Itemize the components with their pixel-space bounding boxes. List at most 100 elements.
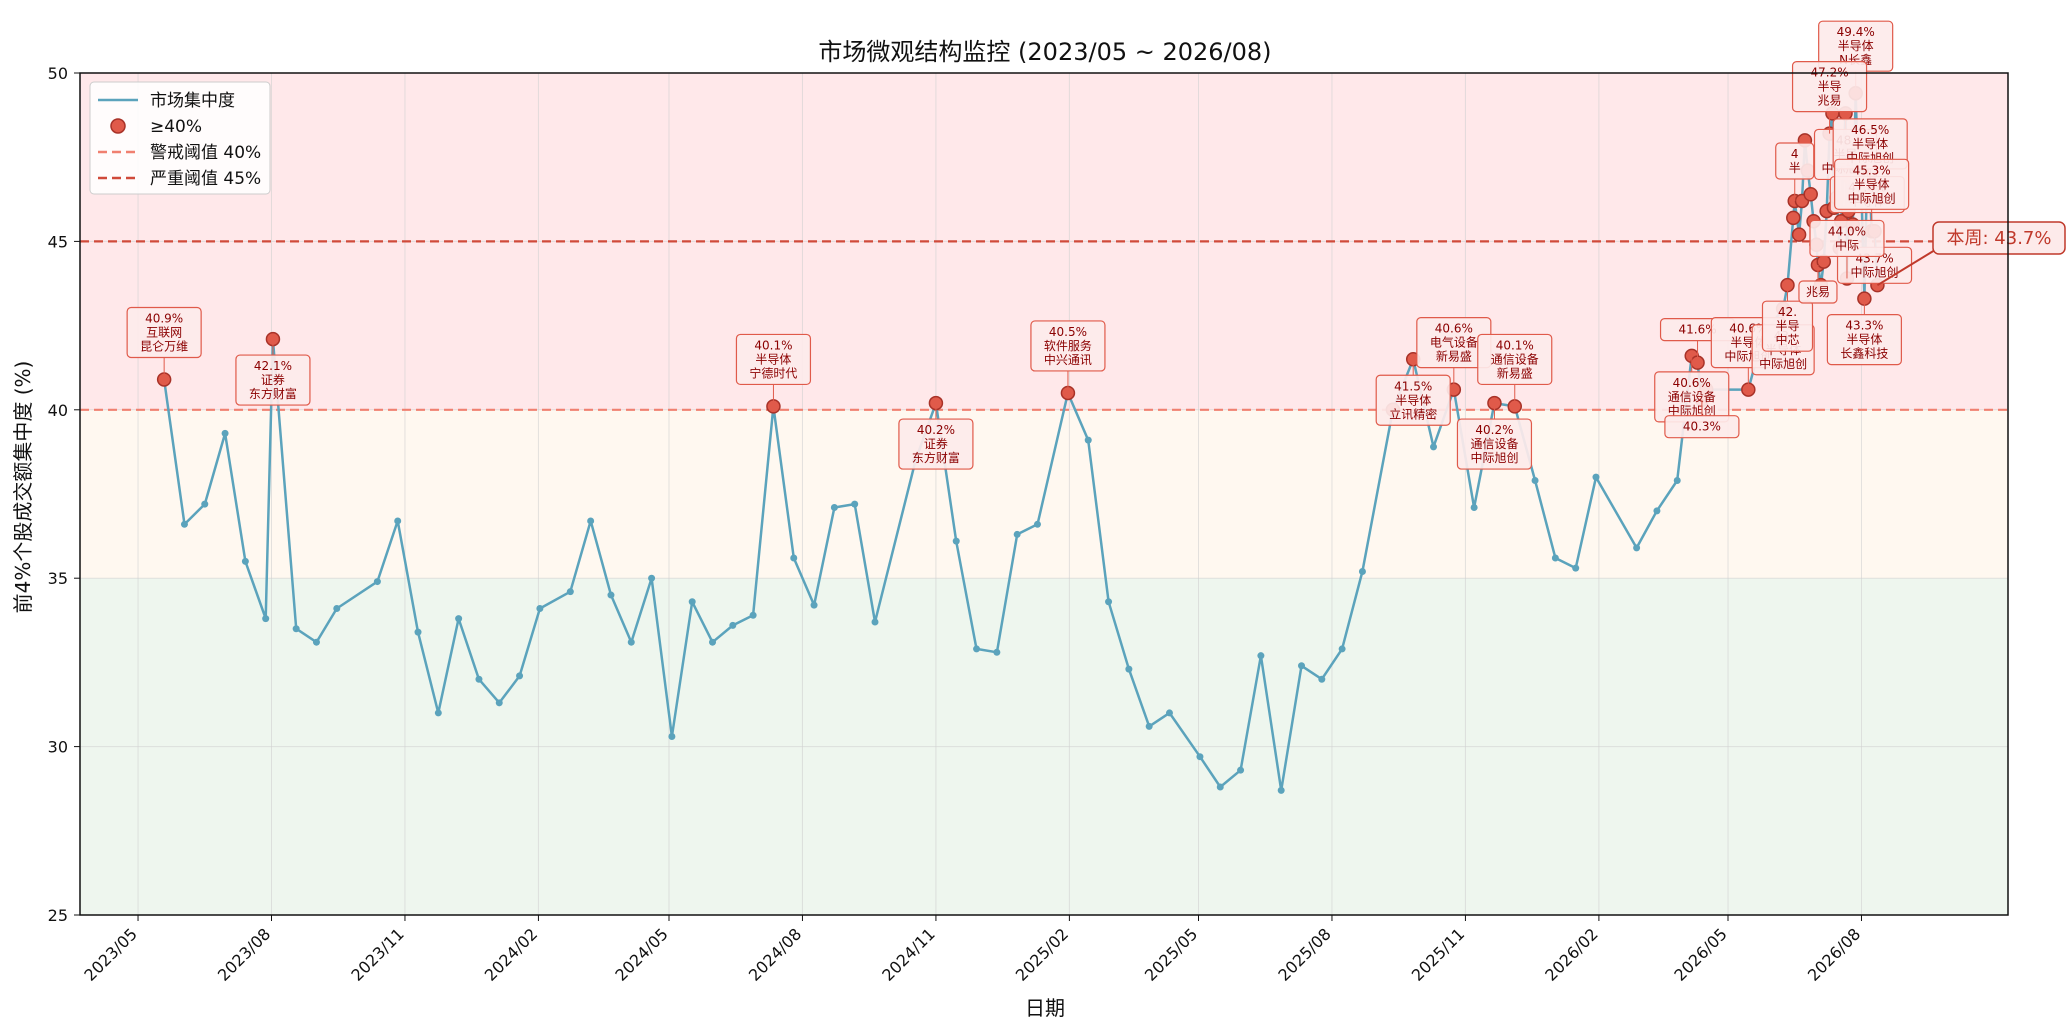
y-tick-label: 40 [48, 401, 68, 420]
annotation-box [1761, 300, 1814, 352]
alert-point [1816, 254, 1832, 269]
data-point [475, 675, 483, 683]
current-callout: 本周: 43.7% [1876, 221, 2066, 287]
data-point [566, 588, 574, 596]
x-tick-label: 2026/05 [1670, 924, 1730, 984]
data-point [1165, 709, 1173, 717]
annotation-box [1664, 415, 1740, 439]
annotation-layer: 40.9%互联网昆仑万维42.1%证券东方财富40.1%半导体宁德时代40.2%… [126, 20, 2066, 470]
annotation-text: 东方财富 [249, 386, 297, 401]
x-tick-label: 2025/08 [1274, 924, 1334, 984]
data-point [709, 638, 717, 646]
data-point [455, 615, 463, 623]
data-point [1633, 544, 1641, 552]
data-point [312, 638, 320, 646]
data-point [668, 732, 676, 740]
chart-title: 市场微观结构监控 (2023/05 ~ 2026/08) [818, 38, 1271, 66]
annotation-text: 新易盛 [1497, 365, 1533, 380]
data-point [1277, 786, 1285, 794]
data-point [993, 648, 1001, 656]
annotation-text: 半导体 [1846, 333, 1882, 347]
data-point [952, 537, 960, 545]
annotation-text: 宁德时代 [749, 365, 797, 380]
annotation-text: 半导体 [755, 352, 791, 366]
annotation-text: 中际旭创 [1848, 190, 1896, 205]
annotation-text: 49.4% [1837, 25, 1875, 39]
annotation-text: 40.1% [754, 338, 792, 352]
x-tick-label: 2025/05 [1141, 924, 1201, 984]
data-point [1470, 503, 1478, 511]
legend-swatch [110, 118, 126, 134]
x-tick-label: 2026/02 [1541, 924, 1601, 984]
data-point [1237, 766, 1245, 774]
data-point [648, 574, 656, 582]
annotation-text: 东方财富 [912, 450, 960, 465]
y-tick-label: 35 [48, 569, 68, 588]
data-point [1257, 652, 1265, 660]
y-tick-label: 25 [48, 906, 68, 925]
annotation-box [735, 333, 812, 386]
x-tick-label: 2024/02 [481, 924, 541, 984]
data-point [292, 625, 300, 633]
data-point [333, 605, 341, 613]
annotation-text: 兆易 [1806, 285, 1830, 299]
annotation-text: 40.9% [145, 311, 183, 325]
annotation-text: 昆仑万维 [140, 339, 188, 353]
legend: 市场集中度 ≥40% 警戒阈值 40% 严重阈值 45% [89, 81, 271, 195]
data-point [749, 611, 757, 619]
annotation-text: 40.1% [1496, 338, 1534, 352]
y-tick-label: 45 [48, 232, 68, 251]
annotation-text: 电气设备 [1430, 335, 1478, 350]
legend-label: ≥40% [150, 117, 202, 137]
data-point [790, 554, 798, 562]
data-point [1084, 436, 1092, 444]
x-axis-label: 日期 [1025, 996, 1065, 1020]
data-point [201, 500, 209, 508]
annotation-text: 41.6% [1678, 323, 1716, 337]
annotation-text: 半导 [1818, 80, 1842, 94]
x-tick-label: 2023/05 [80, 924, 140, 984]
annotation-text: 中际旭创 [1470, 450, 1518, 465]
annotation-text: 半导体 [1852, 137, 1888, 151]
annotation-text: 中兴通讯 [1044, 352, 1092, 367]
alert-point [1803, 186, 1818, 202]
annotation: 40.3% [1664, 399, 1740, 439]
x-tick-label: 2024/11 [878, 924, 938, 984]
annotation-box [1809, 219, 1885, 258]
annotation-box [235, 354, 311, 406]
data-point [1551, 554, 1559, 562]
data-point [1338, 645, 1346, 653]
x-tick-label: 2025/02 [1012, 924, 1072, 984]
annotation-text: 46.5% [1851, 123, 1889, 137]
annotation-text: 中际旭创 [1759, 356, 1807, 371]
data-point [871, 618, 879, 626]
data-point [394, 517, 402, 525]
annotation-text: 半导体 [1854, 177, 1890, 191]
data-point [536, 605, 544, 613]
data-point [1673, 477, 1681, 485]
annotation-box [1798, 280, 1838, 304]
annotation-text: 43.3% [1845, 319, 1883, 333]
annotation-text: 通信设备 [1491, 352, 1539, 366]
data-point [607, 591, 615, 599]
annotation-text: 中际 [1835, 237, 1859, 252]
annotation-box [1375, 374, 1451, 426]
annotation-text: 证券 [924, 436, 948, 451]
annotation-box [1456, 418, 1533, 470]
data-point [688, 598, 696, 606]
data-point [221, 429, 229, 437]
x-tick-label: 2025/11 [1408, 924, 1468, 984]
annotation-text: 41.5% [1394, 379, 1432, 393]
annotation-box [1791, 61, 1868, 113]
data-point [180, 520, 188, 528]
annotation-text: 中际旭创 [1668, 403, 1716, 418]
x-tick-label: 2024/05 [611, 924, 671, 984]
